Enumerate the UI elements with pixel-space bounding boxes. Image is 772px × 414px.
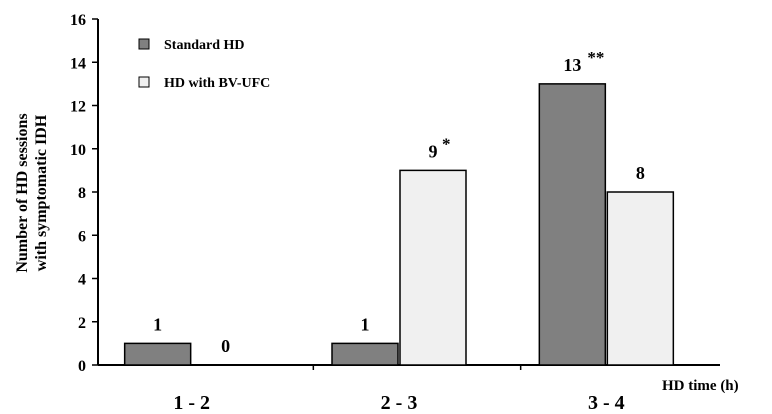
y-tick-label: 16 [70, 12, 86, 29]
y-tick-label: 8 [78, 185, 86, 202]
data-label: 8 [636, 163, 645, 183]
bar-standard-hd [538, 83, 607, 366]
bar-hd-bv-ufc [606, 191, 675, 366]
y-tick-label: 0 [78, 358, 86, 375]
bar-standard-hd [331, 342, 399, 366]
significance-marker: * [442, 134, 451, 153]
y-axis-title: Number of HD sessions with symptomatic I… [14, 113, 50, 272]
data-label: 13 [563, 55, 581, 75]
legend-swatch [138, 76, 150, 88]
data-label: 9 [429, 141, 438, 161]
x-tick-label: 1 - 2 [173, 392, 210, 414]
legend-swatch [138, 38, 150, 50]
x-tick-label: 2 - 3 [381, 392, 418, 414]
legend-label: HD with BV-UFC [164, 76, 270, 91]
legend-label: Standard HD [164, 38, 245, 53]
x-axis-title: HD time (h) [662, 378, 739, 394]
y-axis-title-line-2: with symptomatic IDH [33, 114, 50, 271]
data-label: 1 [153, 314, 162, 334]
x-tick-label: 3 - 4 [588, 392, 625, 414]
bar-hd-bv-ufc [399, 169, 467, 366]
data-label: 1 [361, 314, 370, 334]
y-tick-label: 12 [70, 99, 86, 116]
significance-marker: ** [587, 48, 604, 67]
y-axis-title-line-1: Number of HD sessions [14, 113, 31, 272]
legend: Standard HD HD with BV-UFC [138, 38, 270, 91]
bar-standard-hd [123, 342, 192, 366]
y-tick-label: 4 [78, 272, 86, 289]
y-tick-label: 14 [70, 55, 86, 72]
bars [123, 83, 675, 366]
y-tick-label: 2 [78, 315, 86, 332]
data-label: 0 [221, 336, 230, 356]
y-tick-label: 6 [78, 228, 86, 245]
y-tick-label: 10 [70, 142, 86, 159]
